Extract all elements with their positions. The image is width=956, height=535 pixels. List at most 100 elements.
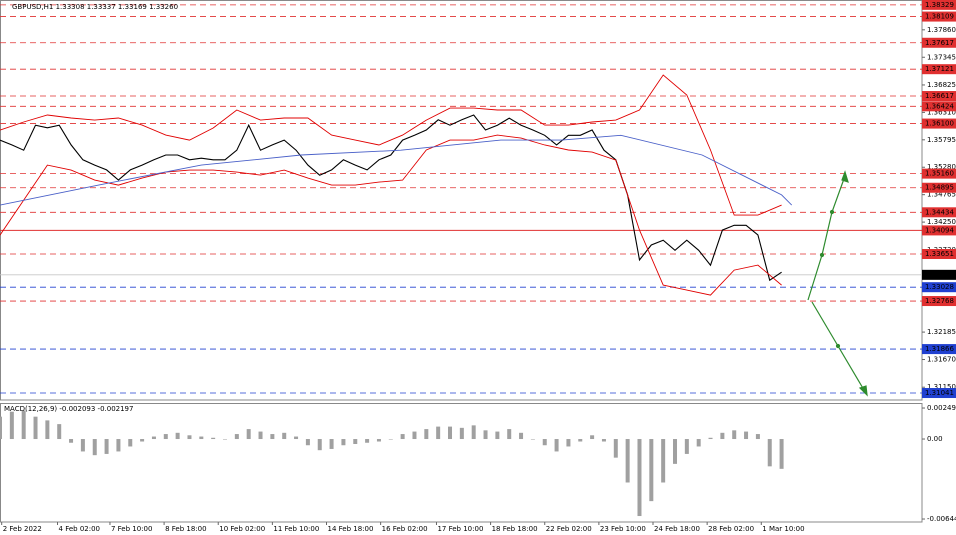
level-label: 1.34895 xyxy=(925,184,954,192)
level-label: 1.35160 xyxy=(925,170,954,178)
level-label: 1.37121 xyxy=(925,65,954,73)
macd-bar xyxy=(590,435,595,440)
y-tick-label: 1.37860 xyxy=(927,26,956,34)
macd-bar xyxy=(282,432,287,440)
macd-bar xyxy=(566,439,571,447)
level-label: 1.36617 xyxy=(925,92,954,100)
macd-bar xyxy=(661,439,666,483)
macd-bar xyxy=(376,439,381,442)
y-tick-label: 0.002496 xyxy=(927,404,956,412)
arrow-node xyxy=(829,209,835,215)
macd-bar xyxy=(483,430,488,440)
price-frame xyxy=(0,0,923,401)
y-tick-label: 1.31670 xyxy=(927,356,956,364)
arrow-up xyxy=(807,175,846,301)
x-tick-label: 11 Feb 10:00 xyxy=(273,525,319,533)
macd-bar xyxy=(33,416,38,440)
macd-bar xyxy=(755,434,760,440)
level-box xyxy=(922,269,956,280)
macd-bar xyxy=(424,429,429,440)
macd-bar xyxy=(448,426,453,440)
x-tick-label: 18 Feb 18:00 xyxy=(492,525,538,533)
macd-bar xyxy=(507,429,512,440)
y-tick-label: 1.35280 xyxy=(927,163,956,171)
macd-bar xyxy=(412,431,417,440)
y-tick-label: 1.34250 xyxy=(927,218,956,226)
macd-bar xyxy=(708,437,713,440)
level-box xyxy=(922,91,956,102)
x-tick-label: 22 Feb 02:00 xyxy=(546,525,592,533)
macd-bar xyxy=(436,426,441,440)
y-tick-label: 1.32185 xyxy=(927,328,956,336)
macd-bar xyxy=(353,439,358,444)
level-box xyxy=(922,64,956,75)
macd-bar xyxy=(696,439,701,447)
macd-bar xyxy=(140,439,145,442)
macd-bar xyxy=(779,439,784,469)
y-tick-label: 1.35795 xyxy=(927,136,956,144)
level-box xyxy=(922,11,956,22)
price-line xyxy=(0,114,782,282)
macd-bar xyxy=(601,439,606,442)
macd-bar xyxy=(673,439,678,464)
y-tick-label: 1.36825 xyxy=(927,81,956,89)
price-line xyxy=(0,134,793,206)
level-label: 1.31041 xyxy=(925,389,954,397)
macd-bar xyxy=(9,411,14,440)
macd-bar xyxy=(258,431,263,440)
macd-bar xyxy=(21,410,26,440)
y-tick-label: 1.31150 xyxy=(927,383,956,391)
price-line xyxy=(0,134,782,296)
level-label: 1.34434 xyxy=(925,208,954,216)
macd-bar xyxy=(128,439,133,447)
macd-bar xyxy=(0,416,2,440)
macd-bar xyxy=(104,439,109,454)
macd-bar xyxy=(199,436,204,440)
level-box xyxy=(922,37,956,48)
macd-bar xyxy=(637,439,642,517)
macd-bar xyxy=(116,439,121,452)
macd-bar xyxy=(495,431,500,440)
macd-bar xyxy=(471,425,476,440)
macd-bar xyxy=(744,431,749,440)
y-tick-label: 1.36310 xyxy=(927,108,956,116)
level-box xyxy=(922,344,956,355)
macd-bar xyxy=(211,437,216,440)
macd-bar xyxy=(57,424,62,440)
x-tick-label: 16 Feb 02:00 xyxy=(382,525,428,533)
level-box xyxy=(922,101,956,112)
x-tick-label: 2 Feb 2022 xyxy=(3,525,42,533)
macd-bar xyxy=(365,439,370,443)
level-box xyxy=(922,168,956,179)
macd-bar xyxy=(45,420,50,440)
macd-bar xyxy=(613,439,618,458)
arrow-node xyxy=(819,252,825,258)
x-tick-label: 23 Feb 10:00 xyxy=(600,525,646,533)
macd-bar xyxy=(767,439,772,467)
level-box xyxy=(922,296,956,307)
chart-title: GBPUSD,H1 1.33308 1.33337 1.33169 1.3326… xyxy=(12,3,178,11)
macd-bar xyxy=(151,436,156,440)
macd-bar xyxy=(684,439,689,454)
level-label: 1.36424 xyxy=(925,102,954,110)
macd-bar xyxy=(459,427,464,440)
y-tick-label: 0.00 xyxy=(927,435,943,443)
macd-bar xyxy=(187,435,192,440)
x-tick-label: 7 Feb 10:00 xyxy=(111,525,152,533)
level-label: 1.33260 xyxy=(925,271,954,279)
macd-bar xyxy=(175,432,180,440)
macd-bar xyxy=(270,434,275,440)
arrow-node xyxy=(835,343,841,349)
macd-bar xyxy=(234,434,239,440)
macd-bar xyxy=(578,439,583,442)
macd-bar xyxy=(720,432,725,440)
x-tick-label: 14 Feb 18:00 xyxy=(328,525,374,533)
macd-bar xyxy=(625,439,630,483)
macd-title: MACD(12,26,9) -0.002093 -0.002197 xyxy=(4,405,133,413)
macd-bar xyxy=(246,429,251,440)
level-label: 1.32768 xyxy=(925,297,954,305)
x-tick-label: 28 Feb 02:00 xyxy=(708,525,754,533)
level-label: 1.33028 xyxy=(925,283,954,291)
